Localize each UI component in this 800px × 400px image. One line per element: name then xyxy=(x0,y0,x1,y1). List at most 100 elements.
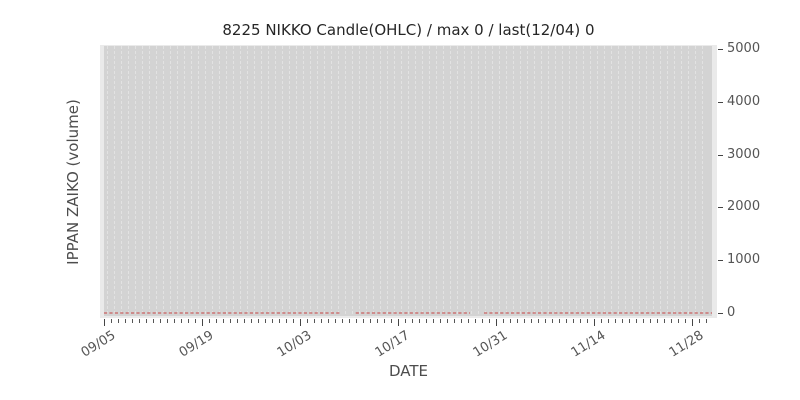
x-minor-tick xyxy=(167,319,168,323)
y-tick-label: 4000 xyxy=(727,93,761,109)
x-minor-tick xyxy=(153,319,154,323)
x-minor-tick xyxy=(405,319,406,323)
x-minor-tick xyxy=(706,319,707,323)
x-minor-tick xyxy=(377,319,378,323)
x-minor-tick xyxy=(370,319,371,323)
x-minor-tick xyxy=(573,319,574,323)
x-minor-tick xyxy=(601,319,602,323)
x-minor-tick xyxy=(335,319,336,323)
y-tick-label: 1000 xyxy=(727,252,761,268)
x-major-tick xyxy=(692,319,693,326)
x-minor-tick xyxy=(258,319,259,323)
y-tick-label: 2000 xyxy=(727,199,761,215)
x-major-tick xyxy=(398,319,399,326)
x-minor-tick xyxy=(328,319,329,323)
x-minor-tick xyxy=(503,319,504,323)
y-tick-label: 0 xyxy=(727,305,736,320)
x-minor-tick xyxy=(230,319,231,323)
x-minor-tick xyxy=(587,319,588,323)
x-minor-tick xyxy=(615,319,616,323)
x-minor-tick xyxy=(566,319,567,323)
x-minor-tick xyxy=(195,319,196,323)
y-axis-label-container: IPPAN ZAIKO (volume) xyxy=(56,45,90,318)
x-minor-tick xyxy=(111,319,112,323)
x-minor-tick xyxy=(160,319,161,323)
x-minor-tick xyxy=(461,319,462,323)
x-minor-tick xyxy=(671,319,672,323)
chart-title: 8225 NIKKO Candle(OHLC) / max 0 / last(1… xyxy=(222,21,595,39)
x-minor-tick xyxy=(286,319,287,323)
x-minor-tick xyxy=(524,319,525,323)
x-minor-tick xyxy=(489,319,490,323)
x-minor-tick xyxy=(545,319,546,323)
x-minor-tick xyxy=(440,319,441,323)
x-minor-tick xyxy=(650,319,651,323)
x-minor-tick xyxy=(517,319,518,323)
x-major-tick xyxy=(300,319,301,326)
x-minor-tick xyxy=(447,319,448,323)
x-minor-tick xyxy=(608,319,609,323)
x-minor-tick xyxy=(531,319,532,323)
y-tick xyxy=(718,313,723,314)
x-tick-label: 09/19 xyxy=(176,328,216,361)
x-minor-tick xyxy=(307,319,308,323)
y-tick xyxy=(718,101,723,103)
plot-canvas xyxy=(104,46,712,316)
x-minor-tick xyxy=(384,319,385,323)
x-minor-tick xyxy=(664,319,665,323)
x-minor-tick xyxy=(433,319,434,323)
x-minor-tick xyxy=(118,319,119,323)
x-minor-tick xyxy=(454,319,455,323)
x-minor-tick xyxy=(265,319,266,323)
x-minor-tick xyxy=(468,319,469,323)
x-minor-tick xyxy=(125,319,126,323)
x-minor-tick xyxy=(622,319,623,323)
x-minor-tick xyxy=(216,319,217,323)
y-tick-label: 5000 xyxy=(727,41,761,56)
x-minor-tick xyxy=(132,319,133,323)
x-minor-tick xyxy=(482,319,483,323)
x-minor-tick xyxy=(209,319,210,323)
x-minor-tick xyxy=(685,319,686,323)
x-minor-tick xyxy=(244,319,245,323)
x-tick-label: 09/05 xyxy=(78,328,118,361)
x-minor-tick xyxy=(629,319,630,323)
x-minor-tick xyxy=(181,319,182,323)
x-minor-tick xyxy=(559,319,560,323)
x-major-tick xyxy=(594,319,595,326)
y-axis-label: IPPAN ZAIKO (volume) xyxy=(64,98,83,265)
x-minor-tick xyxy=(251,319,252,323)
y-tick xyxy=(718,154,723,156)
x-minor-tick xyxy=(636,319,637,323)
x-minor-tick xyxy=(293,319,294,323)
x-minor-tick xyxy=(349,319,350,323)
y-tick xyxy=(718,207,723,209)
x-minor-tick xyxy=(237,319,238,323)
x-minor-tick xyxy=(580,319,581,323)
y-tick xyxy=(718,49,723,50)
x-minor-tick xyxy=(363,319,364,323)
x-minor-tick xyxy=(643,319,644,323)
x-tick-label: 10/17 xyxy=(372,328,412,361)
x-minor-tick xyxy=(412,319,413,323)
x-minor-tick xyxy=(538,319,539,323)
x-tick-label: 11/14 xyxy=(568,328,608,361)
x-minor-tick xyxy=(314,319,315,323)
x-minor-tick xyxy=(510,319,511,323)
x-axis-label: DATE xyxy=(388,362,429,380)
x-minor-tick xyxy=(146,319,147,323)
x-minor-tick xyxy=(321,319,322,323)
x-minor-tick xyxy=(699,319,700,323)
x-minor-tick xyxy=(678,319,679,323)
x-major-tick xyxy=(104,319,105,326)
x-minor-tick xyxy=(188,319,189,323)
x-minor-tick xyxy=(657,319,658,323)
x-minor-tick xyxy=(419,319,420,323)
y-tick-label: 3000 xyxy=(727,146,761,162)
x-minor-tick xyxy=(342,319,343,323)
x-minor-tick xyxy=(272,319,273,323)
x-major-tick xyxy=(496,319,497,326)
x-tick-label: 10/03 xyxy=(274,328,314,361)
x-minor-tick xyxy=(139,319,140,323)
